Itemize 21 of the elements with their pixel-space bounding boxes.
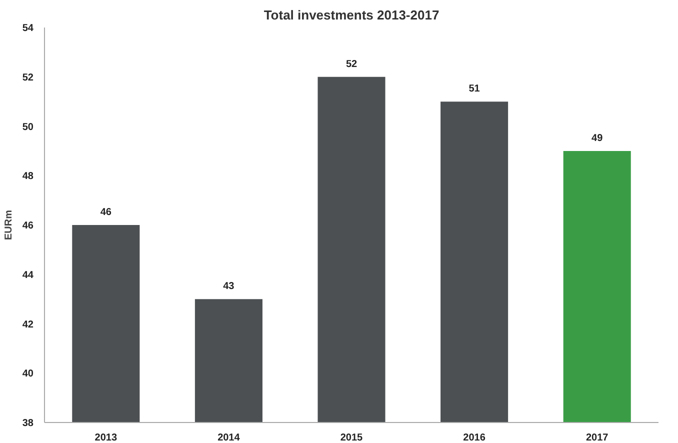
data-label: 43 [223,281,235,292]
data-label: 49 [592,132,604,144]
y-axis-title: EURm [3,210,14,240]
y-tick-label: 44 [22,270,34,281]
x-tick-label: 2016 [463,432,486,443]
y-tick-label: 52 [22,72,34,84]
data-label: 51 [468,84,480,95]
x-tick-label: 2017 [586,432,609,443]
y-tick-label: 54 [22,23,34,34]
y-tick-label: 50 [22,122,34,133]
y-tick-label: 40 [22,368,34,380]
y-tick-label: 38 [22,418,34,429]
y-tick-label: 42 [22,319,34,330]
x-tick-label: 2014 [218,432,240,443]
data-label: 46 [100,207,112,218]
data-label: 52 [346,58,358,70]
chart-title: Total investments 2013-2017 [264,8,440,22]
y-tick-label: 48 [22,171,34,182]
y-tick-label: 46 [22,220,34,232]
x-tick-label: 2015 [340,432,364,443]
x-tick-label: 2013 [94,432,118,443]
